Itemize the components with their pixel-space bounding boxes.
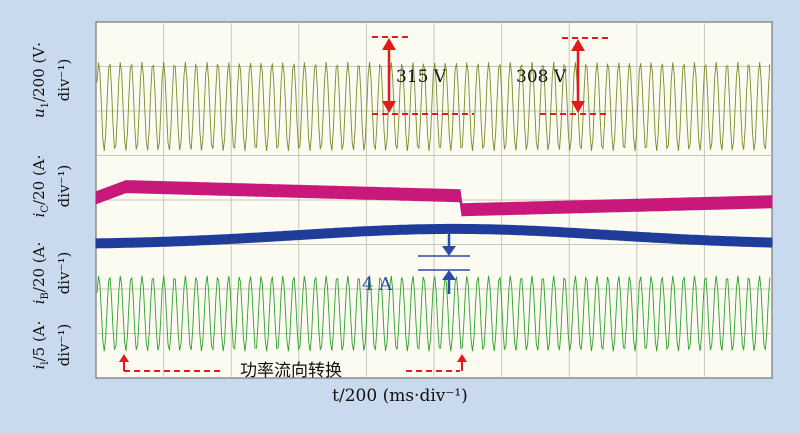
traces: [95, 62, 773, 352]
ylabel-u1: u1/200 (V· div⁻¹): [30, 42, 73, 118]
trace-u1: [96, 62, 771, 152]
trace-iC: [95, 180, 773, 217]
v2-arrow-head-up: [571, 39, 585, 51]
ylabel-il: il/5 (A· div⁻¹): [30, 320, 73, 370]
v1-arrow-head-down: [382, 101, 396, 113]
x-axis-label: t/200 (ms·div⁻¹): [332, 386, 468, 406]
label-4a: 4 A: [362, 274, 393, 295]
i-arrow-down-head: [442, 246, 456, 256]
transfer-left-arrow: [119, 354, 129, 362]
v1-arrow-head-up: [382, 38, 396, 50]
label-transfer: 功率流向转换: [240, 361, 342, 381]
i-arrow-up-head: [442, 270, 456, 280]
v2-arrow-head-down: [571, 101, 585, 113]
trace-il: [96, 275, 771, 352]
label-308v: 308 V: [516, 67, 567, 87]
trace-iB: [95, 223, 773, 249]
annotations: 315 V 308 V 4 A 功率流向转换: [119, 36, 612, 381]
transfer-right-arrow: [457, 354, 467, 362]
label-315v: 315 V: [396, 67, 447, 87]
